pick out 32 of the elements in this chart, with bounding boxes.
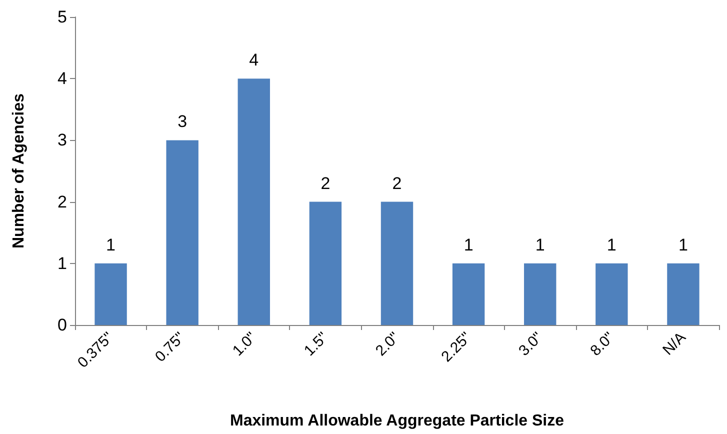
data-label: 4 [249,50,259,70]
x-tick-label: 1.5" [300,328,332,360]
bar [238,78,270,325]
y-tick-label: 0 [58,316,67,334]
data-label: 3 [178,112,188,132]
data-label: 1 [464,235,474,254]
y-tick-label: 5 [58,8,67,26]
y-tick-label: 1 [58,254,67,273]
bar [596,263,628,325]
x-tick-label: 1.0" [229,328,260,360]
bar [667,263,700,325]
data-label: 1 [106,235,116,254]
x-tick-label: N/A [660,328,690,359]
y-tick-label: 2 [58,192,67,212]
bar [166,140,198,325]
y-axis-title: Number of Agencies [10,93,28,248]
bar [309,202,342,325]
bar [524,263,556,325]
x-tick-label: 3.0" [516,328,546,360]
data-label: 1 [535,235,545,254]
data-label: 2 [392,174,402,193]
bar [452,263,485,325]
data-label: 1 [678,235,688,254]
bar [380,202,414,325]
x-tick-label: 2.0" [372,328,404,360]
x-axis-title: Maximum Allowable Aggregate Particle Size [230,412,564,430]
data-label: 1 [606,235,616,254]
y-tick-label: 3 [58,130,67,150]
data-label: 2 [320,174,330,193]
y-tick-label: 4 [58,69,67,88]
bar [94,263,127,325]
x-tick-label: 8.0" [587,328,618,360]
